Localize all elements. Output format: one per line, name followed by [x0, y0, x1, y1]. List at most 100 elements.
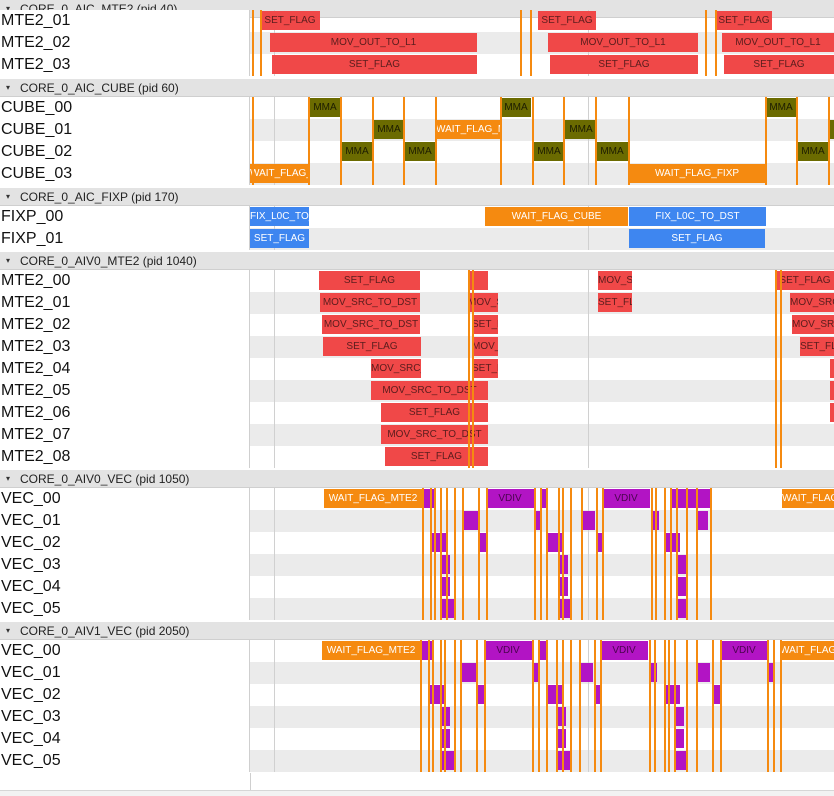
- event-slice[interactable]: MMA: [404, 142, 436, 161]
- event-slice[interactable]: [676, 555, 686, 574]
- event-slice[interactable]: [468, 271, 488, 290]
- event-slice[interactable]: MOV_OUT_TO_L1: [548, 33, 698, 52]
- event-slice[interactable]: SET_FLAG: [724, 55, 834, 74]
- group-header[interactable]: ▾ CORE_0_AIV1_VEC (pid 2050): [0, 622, 834, 640]
- chevron-down-icon[interactable]: ▾: [6, 256, 11, 265]
- event-slice[interactable]: [532, 663, 540, 682]
- event-slice[interactable]: WAIT_FLAG_FIXP: [628, 164, 766, 183]
- event-slice[interactable]: MOV_SRC_TO_DST: [472, 337, 498, 356]
- event-slice[interactable]: MMA: [596, 142, 628, 161]
- event-slice[interactable]: WAIT_FLAG_CUBE: [485, 207, 628, 226]
- event-slice[interactable]: MMA: [765, 98, 797, 117]
- event-slice[interactable]: [478, 533, 486, 552]
- event-slice[interactable]: WAIT_FLAG_MTE2: [322, 641, 420, 660]
- event-slice[interactable]: [674, 729, 684, 748]
- event-slice[interactable]: MOV_SRC_TO_DST: [322, 315, 420, 334]
- event-slice[interactable]: MMA: [797, 142, 829, 161]
- event-slice[interactable]: [558, 599, 570, 618]
- event-slice[interactable]: [540, 489, 548, 508]
- event-slice[interactable]: MMA: [310, 98, 340, 117]
- event-slice[interactable]: [546, 685, 562, 704]
- group-header[interactable]: ▾ CORE_0_AIV0_MTE2 (pid 1040): [0, 252, 834, 270]
- event-slice[interactable]: SET_FLAG: [272, 55, 477, 74]
- event-slice[interactable]: VDIV: [602, 489, 650, 508]
- event-slice[interactable]: MOV_SRC_TO_DST: [371, 359, 421, 378]
- event-slice[interactable]: SET_FLAG: [538, 11, 596, 30]
- event-slice[interactable]: SET_FLAG: [381, 403, 488, 422]
- chevron-down-icon[interactable]: ▾: [6, 626, 11, 635]
- event-slice[interactable]: MMA: [501, 98, 531, 117]
- event-slice[interactable]: VDIV: [486, 489, 534, 508]
- event-slice[interactable]: MOV_SRC_TO_DST: [371, 381, 488, 400]
- event-slice[interactable]: [534, 511, 542, 530]
- event-slice[interactable]: [460, 663, 476, 682]
- event-slice[interactable]: MOV_SRC_TO_DST: [792, 315, 834, 334]
- event-slice[interactable]: WAIT_FLAG_MTE2: [436, 120, 500, 139]
- event-slice[interactable]: MOV_SRC_TO_DST: [790, 293, 834, 312]
- event-slice[interactable]: [581, 511, 595, 530]
- event-slice[interactable]: [579, 663, 593, 682]
- event-slice[interactable]: [664, 685, 680, 704]
- event-slice[interactable]: SET_FLAG: [472, 315, 498, 334]
- event-slice[interactable]: VDIV: [484, 641, 532, 660]
- event-slice[interactable]: MOV_OUT_TO_L1: [270, 33, 477, 52]
- chevron-down-icon[interactable]: ▾: [6, 192, 11, 201]
- event-slice[interactable]: MOV_SRC_TO_DST: [468, 293, 498, 312]
- event-slice[interactable]: MMA: [565, 120, 597, 139]
- event-slice[interactable]: MOV_SRC_TO_DST: [381, 425, 488, 444]
- event-slice[interactable]: [538, 641, 546, 660]
- event-slice[interactable]: SET_FLAG: [550, 55, 698, 74]
- event-slice[interactable]: MMA: [533, 142, 565, 161]
- event-slice[interactable]: [830, 403, 834, 422]
- event-slice[interactable]: [440, 751, 454, 770]
- event-slice[interactable]: [596, 533, 604, 552]
- event-slice[interactable]: SET_FLAG: [250, 229, 309, 248]
- event-slice[interactable]: MOV_OUT_TO_L1: [722, 33, 834, 52]
- event-slice[interactable]: [649, 663, 657, 682]
- chevron-down-icon[interactable]: ▾: [6, 4, 11, 13]
- group-header[interactable]: ▾ CORE_0_AIC_CUBE (pid 60): [0, 79, 834, 97]
- event-slice[interactable]: MMA: [341, 142, 373, 161]
- event-slice[interactable]: WAIT_FLAG_MTE2: [780, 641, 834, 660]
- event-slice[interactable]: SET_FLAG: [385, 447, 488, 466]
- event-slice[interactable]: WAIT_FLAG_FIXP: [250, 164, 308, 183]
- event-slice[interactable]: [712, 685, 720, 704]
- event-slice[interactable]: [829, 120, 834, 139]
- event-slice[interactable]: SET_FLAG: [472, 359, 498, 378]
- event-slice[interactable]: SET_FLAG: [323, 337, 421, 356]
- event-slice[interactable]: SET_FLAG: [716, 11, 772, 30]
- event-slice[interactable]: [696, 511, 708, 530]
- chevron-down-icon[interactable]: ▾: [6, 474, 11, 483]
- event-slice[interactable]: FIX_L0C_TO_DST: [250, 207, 309, 226]
- event-slice[interactable]: [830, 359, 834, 378]
- event-slice[interactable]: VDIV: [720, 641, 768, 660]
- event-slice[interactable]: [594, 685, 602, 704]
- event-slice[interactable]: SET_FLAG: [260, 11, 320, 30]
- event-slice[interactable]: [430, 533, 446, 552]
- event-slice[interactable]: [476, 685, 484, 704]
- event-slice[interactable]: SET_FLAG: [776, 271, 834, 290]
- group-header[interactable]: ▾ CORE_0_AIV0_VEC (pid 1050): [0, 470, 834, 488]
- event-slice[interactable]: [674, 707, 684, 726]
- event-slice[interactable]: FIX_L0C_TO_DST: [629, 207, 766, 226]
- event-slice[interactable]: MMA: [373, 120, 405, 139]
- event-slice[interactable]: [676, 577, 686, 596]
- event-slice[interactable]: [674, 751, 688, 770]
- event-slice[interactable]: [767, 663, 773, 682]
- event-slice[interactable]: SET_FLAG: [629, 229, 765, 248]
- event-slice[interactable]: [670, 489, 710, 508]
- event-slice[interactable]: [696, 663, 710, 682]
- event-slice[interactable]: [440, 577, 450, 596]
- event-slice[interactable]: SET_FLAG: [598, 293, 632, 312]
- group-header[interactable]: ▾ CORE_0_AIC_FIXP (pid 170): [0, 188, 834, 206]
- event-slice[interactable]: SET_FLAG: [319, 271, 420, 290]
- event-slice[interactable]: [830, 381, 834, 400]
- event-slice[interactable]: SET_FLAG: [800, 337, 834, 356]
- event-slice[interactable]: [462, 511, 478, 530]
- horizontal-scrollbar[interactable]: [0, 790, 834, 796]
- event-slice[interactable]: MOV_SRC_TO_DST: [320, 293, 420, 312]
- event-slice[interactable]: [440, 555, 450, 574]
- event-slice[interactable]: WAIT_FLAG_MTE2: [324, 489, 422, 508]
- event-slice[interactable]: WAIT_FLAG_MTE2: [782, 489, 834, 508]
- event-slice[interactable]: [556, 729, 566, 748]
